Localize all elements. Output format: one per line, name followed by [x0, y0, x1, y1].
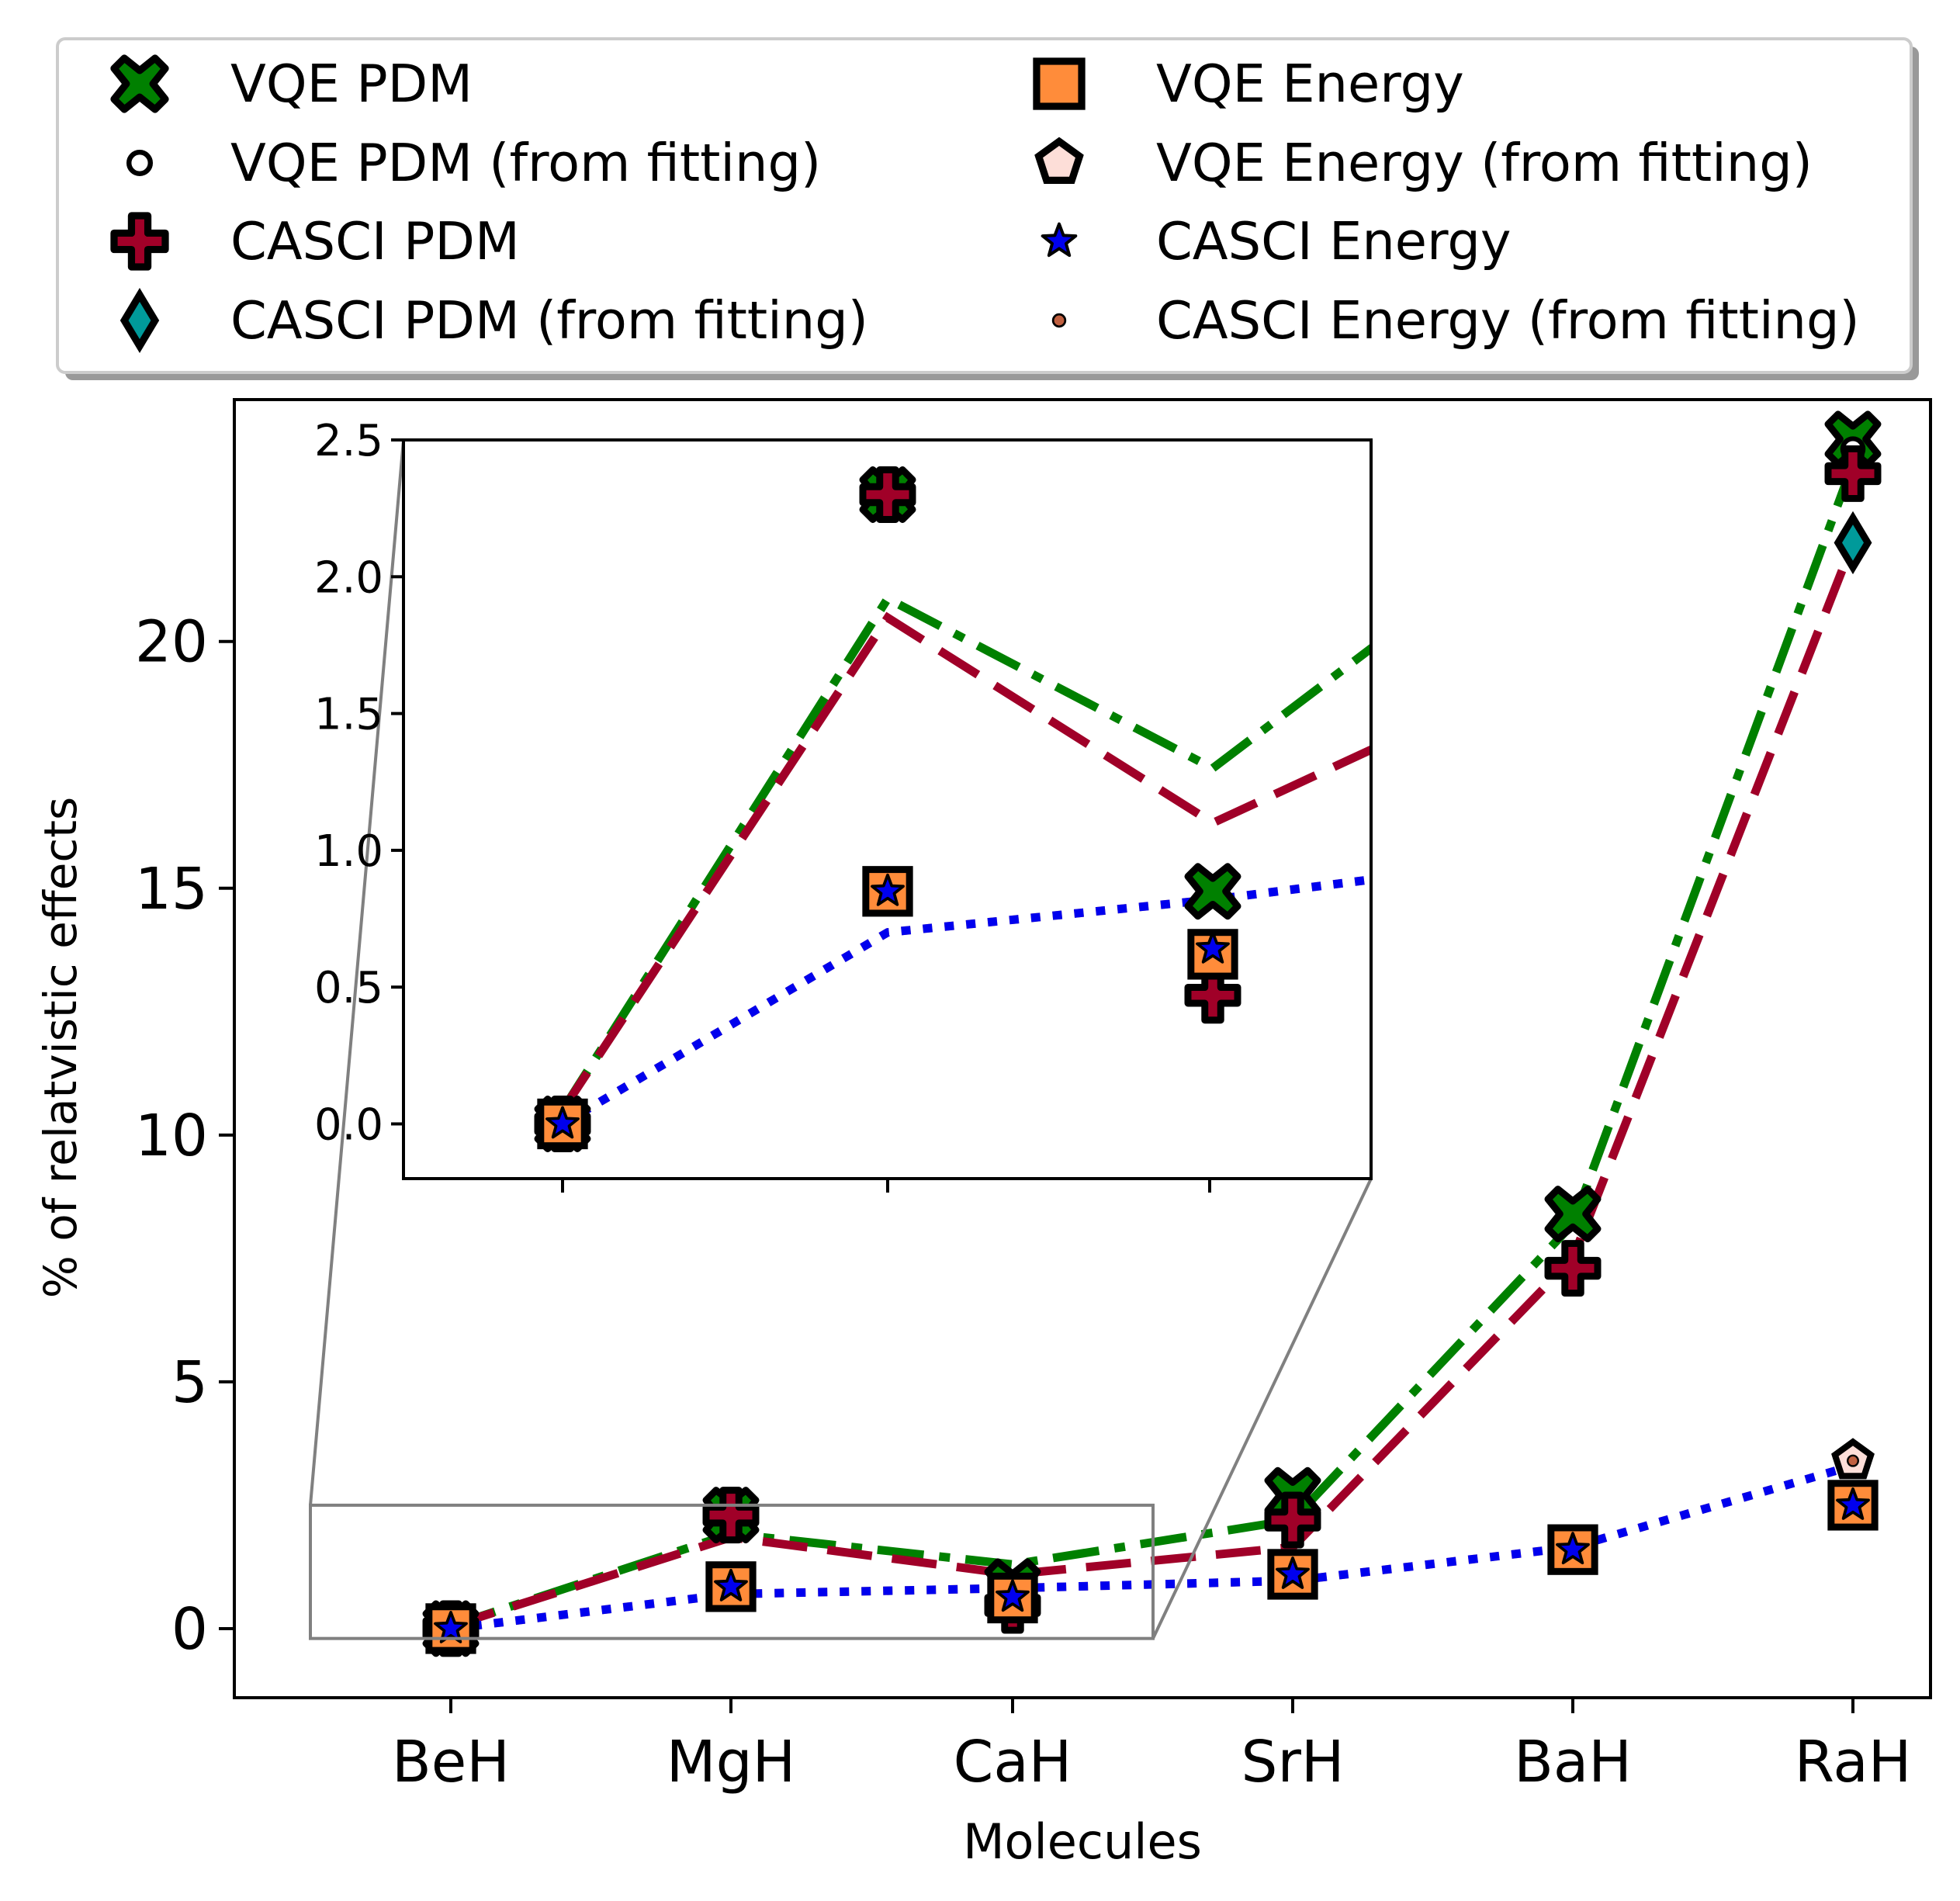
inset-line-casci-pdm-fit — [559, 611, 1371, 1113]
inset-background — [403, 440, 1371, 1179]
legend-label-casci-pdm-from-fitting: CASCI PDM (from fitting) — [230, 290, 868, 351]
inset-markers — [534, 466, 1241, 1152]
legend: VQE PDM VQE PDM (from fitting) CASCI PDM CA… — [56, 37, 1919, 380]
marker-casci-energy-bah — [1556, 1532, 1590, 1565]
zoom-connector-right — [1151, 1178, 1373, 1640]
legend-label-vqe-pdm: VQE PDM — [230, 54, 473, 114]
zoom-region-box — [309, 1503, 1155, 1640]
inset-y-tick-label-1: 0.5 — [314, 963, 383, 1013]
x-tick-label-cah: CaH — [954, 1729, 1072, 1795]
legend-marker-casci-energy-from-fitting — [1051, 313, 1067, 328]
legend-label-casci-energy: CASCI Energy — [1156, 211, 1512, 272]
main-axes-frame — [233, 398, 1932, 1699]
x-tick-label-mgh: MgH — [667, 1729, 795, 1795]
inset-marker-casci-energy-cah — [1196, 930, 1230, 964]
y-axis-ticks: 0 5 10 15 20 — [135, 609, 234, 1663]
marker-casci-energy-cah — [996, 1579, 1030, 1612]
legend-marker-casci-energy — [1041, 222, 1078, 258]
inset-y-tick-label-4: 2.0 — [314, 552, 383, 603]
y-tick-label-5: 5 — [171, 1349, 208, 1416]
marker-casci-pdm-rah — [1824, 445, 1882, 502]
inset-y-tick-label-2: 1.0 — [314, 826, 383, 877]
inset-marker-casci-energy-mgh — [871, 873, 905, 906]
marker-casci-energy-from-fitting-rah — [1846, 1454, 1859, 1467]
marker-casci-energy-srh — [1276, 1556, 1310, 1589]
x-axis-title: Molecules — [963, 1813, 1202, 1870]
legend-marker-vqe-pdm — [110, 54, 169, 113]
zoom-connector-left — [309, 439, 405, 1506]
marker-casci-energy-beh — [434, 1611, 468, 1643]
inset-fit-lines — [559, 593, 1371, 1128]
main-markers — [422, 410, 1882, 1657]
legend-marker-vqe-energy — [1033, 57, 1086, 110]
legend-marker-casci-pdm — [110, 212, 169, 271]
legend-label-vqe-pdm-from-fitting: VQE PDM (from fitting) — [230, 133, 821, 193]
legend-frame — [56, 37, 1913, 374]
legend-label-casci-energy-from-fitting: CASCI Energy (from fitting) — [1156, 290, 1860, 351]
main-plot: 0 5 10 15 20 BeH MgH CaH SrH BaH RaH Molecules % … — [34, 398, 1932, 1870]
y-tick-label-15: 15 — [135, 856, 208, 923]
marker-casci-pdm-bah — [1544, 1240, 1602, 1297]
marker-casci-pdm-from-fitting-rah — [1834, 511, 1872, 575]
inset-y-tick-label-5: 2.5 — [314, 416, 383, 466]
marker-casci-energy-rah — [1836, 1487, 1870, 1520]
x-tick-label-rah: RaH — [1795, 1729, 1912, 1795]
inset-x-axis-ticks — [561, 1179, 1211, 1193]
marker-casci-pdm-mgh — [702, 1487, 760, 1544]
marker-casci-energy-mgh — [714, 1568, 748, 1601]
y-axis-title: % of relatvistic effects — [34, 797, 87, 1299]
marker-casci-pdm-srh — [1264, 1491, 1321, 1549]
inset-marker-vqe-pdm-cah — [1184, 863, 1241, 920]
marker-vqe-energy-mgh — [705, 1561, 757, 1612]
legend-marker-vqe-energy-from-fitting — [1034, 137, 1084, 185]
legend-marker-casci-pdm-from-fitting — [119, 288, 160, 353]
legend-label-casci-pdm: CASCI PDM — [230, 211, 520, 272]
legend-marker-vqe-pdm-from-fitting — [126, 149, 154, 177]
x-tick-label-beh: BeH — [392, 1729, 510, 1795]
inset-line-vqe-pdm-fit — [559, 593, 1371, 1113]
inset-y-tick-label-0: 0.0 — [314, 1099, 383, 1150]
x-tick-label-srh: SrH — [1241, 1729, 1344, 1795]
legend-label-vqe-energy: VQE Energy — [1156, 54, 1464, 114]
y-tick-label-10: 10 — [135, 1103, 208, 1169]
y-tick-label-0: 0 — [171, 1596, 208, 1663]
y-tick-label-20: 20 — [135, 609, 208, 676]
inset-y-tick-label-3: 1.5 — [314, 690, 383, 740]
x-axis-ticks: BeH MgH CaH SrH BaH RaH — [392, 1698, 1911, 1795]
inset-plot: 0.0 0.5 1.0 1.5 2.0 2.5 — [314, 416, 1373, 1193]
marker-vqe-pdm-bah — [1544, 1186, 1602, 1243]
inset-marker-casci-pdm-cah — [1184, 967, 1241, 1024]
x-tick-label-bah: BaH — [1514, 1729, 1632, 1795]
inset-y-axis-ticks: 0.0 0.5 1.0 1.5 2.0 2.5 — [314, 416, 403, 1150]
legend-label-vqe-energy-from-fitting: VQE Energy (from fitting) — [1156, 133, 1813, 193]
inset-marker-casci-energy-beh — [545, 1106, 580, 1139]
zoom-indicator — [309, 439, 1373, 1640]
inset-marker-casci-pdm-mgh — [859, 466, 916, 523]
